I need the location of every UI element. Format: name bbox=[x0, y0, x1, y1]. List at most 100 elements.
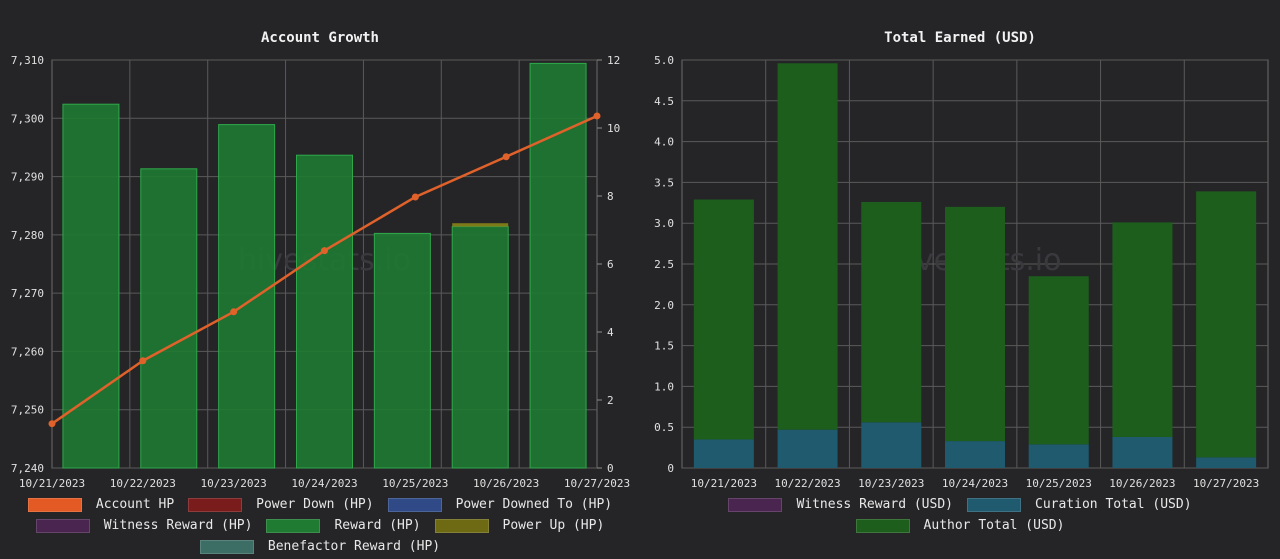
y-tick-label: 2.0 bbox=[654, 299, 674, 312]
y-right-tick-label: 0 bbox=[607, 462, 614, 475]
reward-bar bbox=[451, 226, 509, 469]
x-tick-label: 10/23/2023 bbox=[201, 477, 267, 490]
y-tick-label: 3.0 bbox=[654, 217, 674, 230]
x-tick-label: 10/27/2023 bbox=[564, 477, 630, 490]
author-bar bbox=[861, 201, 922, 423]
legend-item[interactable]: Benefactor Reward (HP) bbox=[199, 536, 441, 557]
x-tick-label: 10/25/2023 bbox=[382, 477, 448, 490]
x-tick-label: 10/22/2023 bbox=[774, 477, 840, 490]
account-hp-point bbox=[139, 357, 147, 365]
total-earned-chart: Total Earned (USD) 0 0.5 1.0 1.5 2.0 2.5 3.0 3.… bbox=[640, 0, 1280, 559]
legend-swatch bbox=[855, 518, 910, 533]
author-bar bbox=[777, 63, 838, 430]
legend-swatch bbox=[728, 497, 783, 512]
account-hp-point bbox=[321, 247, 328, 255]
y-right-tick-label: 12 bbox=[607, 54, 620, 67]
y-tick-label: 0.5 bbox=[654, 421, 674, 434]
y-left-tick-label: 7,260 bbox=[11, 345, 44, 358]
x-tick-label: 10/27/2023 bbox=[1193, 477, 1259, 490]
y-right-tick-label: 2 bbox=[607, 394, 614, 407]
y-tick-label: 4.0 bbox=[654, 136, 674, 149]
y-right-tick-label: 8 bbox=[607, 190, 614, 203]
reward-bar bbox=[140, 168, 198, 469]
y-left-tick-label: 7,290 bbox=[11, 171, 44, 184]
author-bar bbox=[1196, 191, 1257, 458]
chart-title: Account Growth bbox=[260, 30, 379, 46]
legend-item[interactable]: Witness Reward (USD) bbox=[728, 494, 953, 515]
x-tick-label: 10/21/2023 bbox=[691, 477, 757, 490]
x-tick-label: 10/26/2023 bbox=[473, 477, 539, 490]
legend-label: Curation Total (USD) bbox=[1035, 497, 1192, 512]
account-growth-plot: 7,240 7,250 7,260 7,270 7,280 7,290 7,300 7,310… bbox=[11, 54, 630, 490]
curation-bar bbox=[1028, 444, 1089, 468]
legend-item[interactable]: Reward (HP) bbox=[266, 515, 421, 536]
curation-bar bbox=[693, 439, 754, 468]
account-growth-legend: Account HP Power Down (HP) Power Downed To… bbox=[0, 494, 640, 557]
y-tick-label: 0 bbox=[667, 462, 674, 475]
account-growth-chart: Account Growth 7,240 7,250 7,260 7,270 7,280… bbox=[0, 30, 640, 557]
reward-bar bbox=[218, 124, 276, 469]
x-tick-label: 10/25/2023 bbox=[1026, 477, 1092, 490]
legend-label: Benefactor Reward (HP) bbox=[267, 539, 441, 554]
legend-swatch bbox=[199, 539, 254, 554]
chart-title: Total Earned (USD) bbox=[884, 30, 1036, 46]
reward-bar bbox=[529, 62, 587, 469]
y-left-tick-label: 7,280 bbox=[11, 229, 44, 242]
legend-swatch bbox=[188, 497, 243, 512]
y-right-tick-label: 10 bbox=[607, 122, 620, 135]
curation-bar bbox=[1196, 457, 1257, 468]
power-up-bar bbox=[452, 223, 509, 227]
account-hp-point bbox=[411, 193, 419, 201]
x-tick-label: 10/24/2023 bbox=[942, 477, 1008, 490]
legend-item[interactable]: Witness Reward (HP) bbox=[35, 515, 253, 536]
legend-swatch bbox=[266, 518, 321, 533]
x-tick-label: 10/21/2023 bbox=[19, 477, 85, 490]
y-left-tick-label: 7,270 bbox=[11, 287, 44, 300]
account-hp-point bbox=[502, 153, 510, 161]
account-hp-point bbox=[48, 420, 56, 428]
legend-item[interactable]: Author Total (USD) bbox=[855, 515, 1065, 536]
legend-label: Power Down (HP) bbox=[256, 497, 374, 512]
legend-swatch bbox=[434, 518, 489, 533]
legend-item[interactable]: Power Downed To (HP) bbox=[387, 494, 613, 515]
legend-label: Reward (HP) bbox=[334, 518, 421, 533]
y-right-tick-label: 6 bbox=[607, 258, 614, 271]
legend-swatch bbox=[35, 518, 90, 533]
y-left-tick-label: 7,240 bbox=[11, 462, 44, 475]
y-tick-label: 1.0 bbox=[654, 380, 674, 393]
y-left-tick-label: 7,250 bbox=[11, 404, 44, 417]
legend-label: Power Up (HP) bbox=[502, 518, 605, 533]
legend-item[interactable]: Power Up (HP) bbox=[434, 515, 605, 536]
x-tick-label: 10/26/2023 bbox=[1109, 477, 1175, 490]
legend-swatch bbox=[387, 497, 442, 512]
y-tick-label: 2.5 bbox=[654, 258, 674, 271]
account-hp-point bbox=[230, 308, 238, 316]
reward-bar bbox=[62, 103, 120, 469]
legend-label: Author Total (USD) bbox=[923, 518, 1065, 533]
reward-bar bbox=[296, 154, 353, 469]
y-tick-label: 4.5 bbox=[654, 95, 674, 108]
y-left-tick-label: 7,300 bbox=[11, 112, 44, 125]
legend-label: Witness Reward (USD) bbox=[796, 497, 953, 512]
y-tick-label: 3.5 bbox=[654, 176, 674, 189]
legend-label: Power Downed To (HP) bbox=[455, 497, 613, 512]
y-left-tick-label: 7,310 bbox=[11, 54, 44, 67]
legend-swatch bbox=[27, 497, 82, 512]
curation-bar bbox=[777, 429, 838, 468]
total-earned-legend: Witness Reward (USD) Curation Total (USD)… bbox=[640, 494, 1280, 536]
legend-swatch bbox=[967, 497, 1021, 512]
reward-bar bbox=[373, 232, 431, 469]
curation-bar bbox=[945, 441, 1005, 468]
x-tick-label: 10/22/2023 bbox=[110, 477, 176, 490]
legend-item[interactable]: Power Down (HP) bbox=[188, 494, 374, 515]
author-bar bbox=[1028, 276, 1089, 445]
account-hp-point bbox=[593, 112, 601, 120]
legend-label: Account HP bbox=[95, 497, 175, 512]
author-bar bbox=[693, 199, 754, 440]
legend-label: Witness Reward (HP) bbox=[103, 518, 253, 533]
x-tick-label: 10/23/2023 bbox=[858, 477, 924, 490]
total-earned-plot: 0 0.5 1.0 1.5 2.0 2.5 3.0 3.5 4.0 4.5 5.0 10/21/202… bbox=[654, 54, 1269, 490]
legend-item[interactable]: Curation Total (USD) bbox=[967, 494, 1192, 515]
legend-item[interactable]: Account HP bbox=[27, 494, 175, 515]
y-tick-label: 5.0 bbox=[654, 54, 674, 67]
